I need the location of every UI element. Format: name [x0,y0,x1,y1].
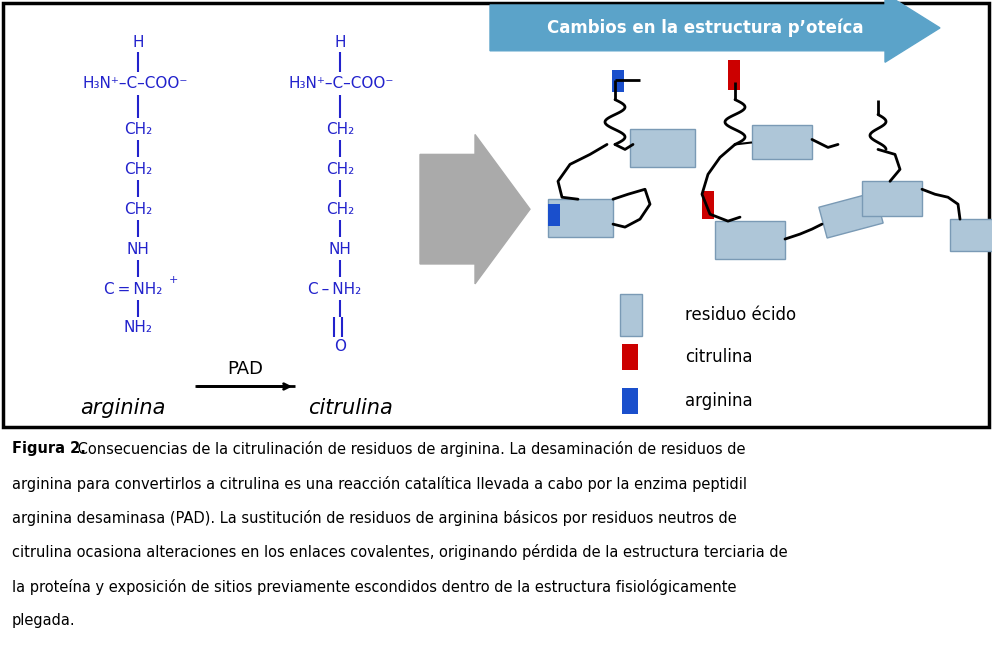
Text: H: H [334,35,346,50]
Text: C – NH₂: C – NH₂ [309,282,362,297]
Text: citrulina ocasiona alteraciones en los enlaces covalentes, originando pérdida de: citrulina ocasiona alteraciones en los e… [12,544,788,561]
FancyArrow shape [490,0,940,62]
Bar [548,200,613,237]
Text: residuo écido: residuo écido [685,306,797,324]
Text: CH₂: CH₂ [326,122,354,137]
Bar [622,389,638,415]
Bar [548,204,560,226]
Bar [950,219,992,251]
Text: citrulina: citrulina [308,398,393,419]
FancyArrow shape [420,134,530,284]
Text: CH₂: CH₂ [124,162,152,177]
Text: Cambios en la estructura pʼoteíca: Cambios en la estructura pʼoteíca [547,19,863,37]
Bar [862,181,922,216]
Text: H₃N⁺–C–COO⁻: H₃N⁺–C–COO⁻ [288,76,394,91]
Text: CH₂: CH₂ [326,162,354,177]
Text: CH₂: CH₂ [124,201,152,216]
Bar [630,130,695,168]
Bar [622,344,638,370]
Text: CH₂: CH₂ [326,201,354,216]
Bar [752,125,812,159]
Bar [702,191,714,219]
Bar [620,294,642,336]
Text: arginina: arginina [685,393,753,410]
Text: NH: NH [328,241,351,256]
Bar [818,192,883,238]
Text: PAD: PAD [227,359,263,378]
Text: NH: NH [127,241,150,256]
Text: la proteína y exposición de sitios previamente escondidos dentro de la estructur: la proteína y exposición de sitios previ… [12,579,736,595]
Text: +: + [169,275,178,285]
Text: citrulina: citrulina [685,348,753,366]
Text: H₃N⁺–C–COO⁻: H₃N⁺–C–COO⁻ [83,76,188,91]
Bar [612,70,624,92]
Text: arginina desaminasa (PAD). La sustitución de residuos de arginina básicos por re: arginina desaminasa (PAD). La sustitució… [12,510,737,526]
Text: arginina: arginina [80,398,166,419]
Text: O: O [334,339,346,354]
Text: NH₂: NH₂ [123,320,153,335]
Text: arginina para convertirlos a citrulina es una reacción catalítica llevada a cabo: arginina para convertirlos a citrulina e… [12,476,747,492]
Text: H: H [132,35,144,50]
Text: C = NH₂: C = NH₂ [104,282,162,297]
Bar [728,60,740,89]
Text: plegada.: plegada. [12,613,75,629]
Bar [715,221,785,259]
Text: CH₂: CH₂ [124,122,152,137]
Text: Consecuencias de la citrulinación de residuos de arginina. La desaminación de re: Consecuencias de la citrulinación de res… [72,441,745,458]
Text: Figura 2.: Figura 2. [12,441,85,456]
